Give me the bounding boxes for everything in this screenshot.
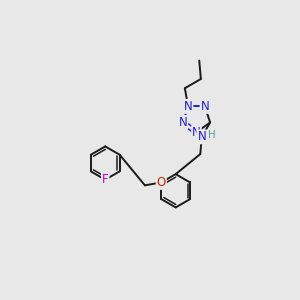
- Text: N: N: [197, 130, 206, 143]
- Text: N: N: [184, 100, 192, 113]
- Text: F: F: [102, 173, 109, 186]
- Text: H: H: [208, 130, 215, 140]
- Text: N: N: [200, 100, 209, 113]
- Text: N: N: [192, 126, 201, 139]
- Text: N: N: [178, 116, 187, 129]
- Text: O: O: [157, 176, 166, 189]
